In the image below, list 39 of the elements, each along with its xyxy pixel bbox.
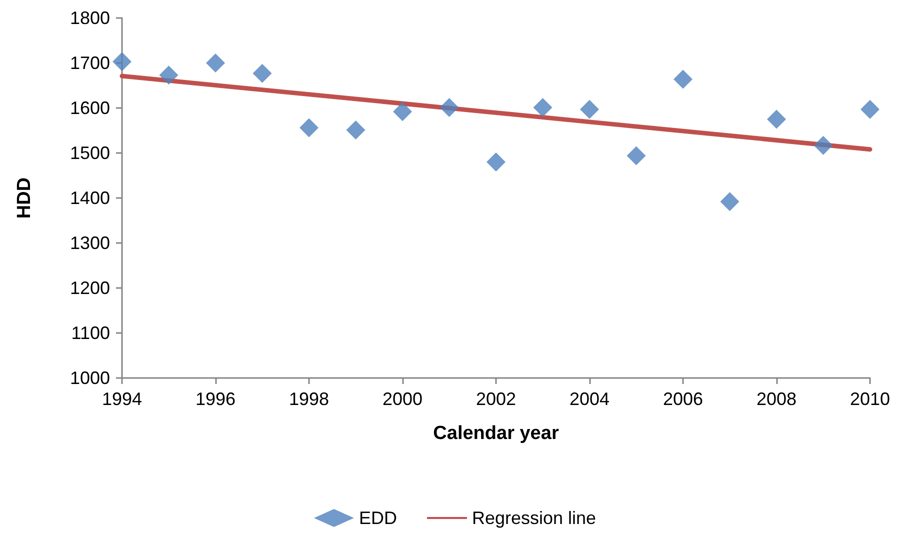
y-tick-label: 1100 [71, 323, 110, 343]
y-tick-label: 1000 [70, 368, 110, 388]
x-tick-label: 1996 [195, 389, 236, 409]
x-tick-label: 2000 [382, 389, 423, 409]
x-tick-label: 1994 [102, 389, 142, 409]
x-tick-label: 2002 [476, 389, 516, 409]
point [814, 136, 833, 155]
point [720, 192, 740, 212]
y-tick-label: 1400 [70, 188, 110, 208]
point [533, 98, 552, 118]
point [486, 152, 506, 172]
y-axis-title: HDD [14, 177, 35, 219]
point [626, 146, 646, 166]
x-tick-label: 2008 [756, 389, 797, 409]
point [300, 118, 318, 138]
legend-label: EDD [358, 508, 397, 528]
point [112, 52, 132, 72]
point [440, 98, 459, 118]
point [159, 66, 178, 85]
x-axis-title: Calendar year [433, 423, 560, 444]
point [252, 64, 272, 83]
point [206, 54, 225, 72]
y-tick-label: 1300 [70, 233, 110, 253]
y-tick-label: 1500 [70, 143, 110, 163]
legend-label: Regression line [472, 508, 596, 528]
y-tick-label: 1700 [70, 53, 110, 73]
y-tick-label: 1200 [70, 278, 110, 298]
y-tick-label: 1600 [70, 98, 110, 118]
point [580, 100, 599, 119]
point [860, 100, 880, 119]
point [393, 102, 412, 122]
y-tick-label: 1800 [70, 8, 110, 28]
point [346, 120, 366, 140]
point [767, 110, 786, 129]
x-tick-label: 1998 [288, 389, 330, 409]
x-tick-label: 2006 [662, 389, 704, 409]
x-tick-label: 2010 [850, 389, 890, 409]
x-tick-label: 2004 [569, 389, 610, 409]
point [674, 70, 692, 89]
